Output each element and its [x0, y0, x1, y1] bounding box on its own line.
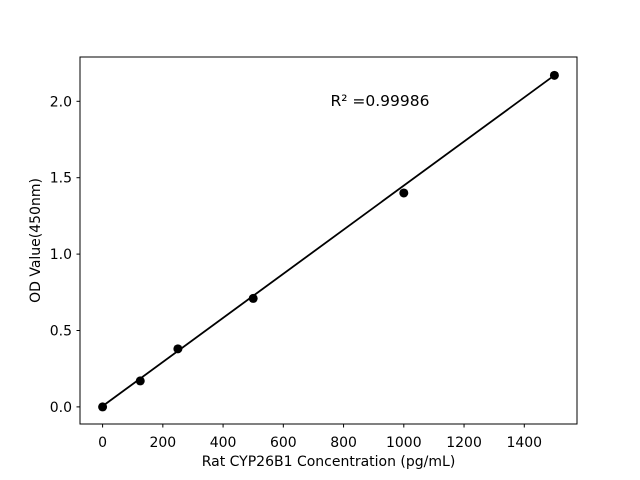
x-tick-label: 600 [270, 435, 297, 451]
x-tick-label: 1200 [446, 435, 482, 451]
y-tick-label: 1.0 [50, 247, 72, 263]
data-point [98, 402, 108, 412]
x-axis-label: Rat CYP26B1 Concentration (pg/mL) [202, 454, 456, 470]
data-point [248, 293, 258, 303]
y-axis-label: OD Value(450nm) [28, 178, 44, 303]
y-tick-label: 2.0 [50, 94, 72, 110]
axes-spines [79, 56, 578, 425]
data-point [399, 188, 409, 198]
y-tick-label: 0.5 [50, 323, 72, 339]
x-tick-label: 800 [330, 435, 357, 451]
y-tick-label: 0.0 [50, 400, 72, 416]
x-tick-label: 0 [98, 435, 107, 451]
y-tick-label: 1.5 [50, 171, 72, 187]
data-point [173, 344, 183, 354]
x-tick-label: 200 [149, 435, 176, 451]
r-squared-annotation: R² =0.99986 [331, 92, 430, 110]
x-tick-label: 1400 [506, 435, 542, 451]
x-tick-label: 1000 [386, 435, 422, 451]
data-point [135, 376, 145, 386]
x-tick-label: 400 [210, 435, 237, 451]
data-point [549, 70, 559, 80]
